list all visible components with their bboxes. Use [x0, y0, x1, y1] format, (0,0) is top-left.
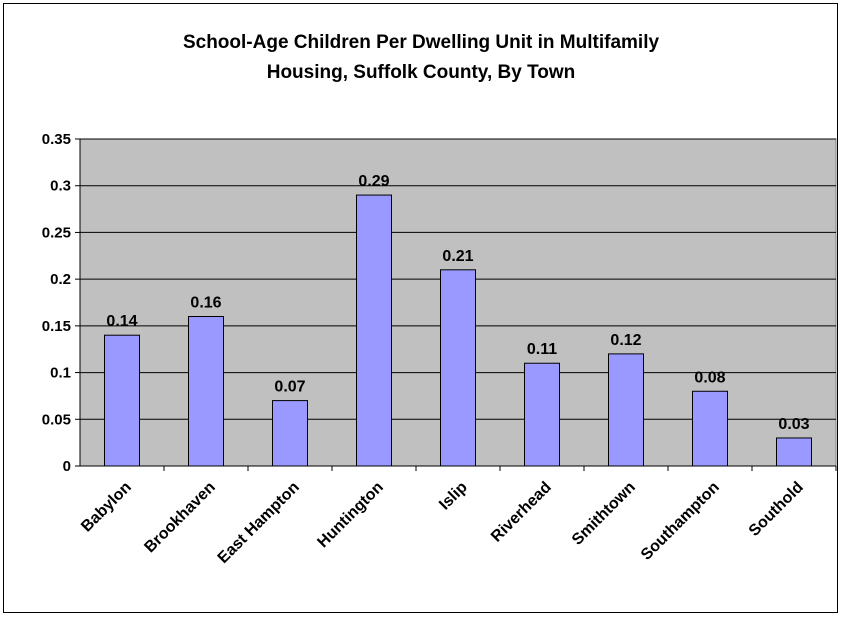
data-label: 0.16: [190, 295, 221, 312]
bar-huntington: [356, 194, 392, 467]
x-category-label: Smithtown: [569, 479, 639, 549]
x-category-label: Brookhaven: [141, 479, 218, 556]
bar-southold: [776, 437, 812, 467]
x-category-label: Huntington: [314, 479, 386, 551]
x-category-label: Islip: [436, 479, 471, 514]
bar-islip: [440, 269, 476, 467]
x-category-label: East Hampton: [215, 479, 303, 567]
x-category-label: Riverhead: [488, 479, 555, 546]
bar-east-hampton: [272, 400, 308, 467]
data-label: 0.29: [358, 173, 389, 190]
chart-frame: School-Age Children Per Dwelling Unit in…: [3, 3, 838, 613]
bar-babylon: [104, 334, 140, 467]
data-labels: 0.14 0.16 0.07 0.29 0.21 0.11 0.12 0.08 0.03: [106, 173, 809, 433]
bar-brookhaven: [188, 316, 224, 467]
chart-title-line-1: School-Age Children Per Dwelling Unit in…: [183, 32, 660, 53]
x-category-label: Babylon: [78, 479, 135, 536]
y-tick-label: 0.25: [42, 224, 71, 241]
chart-title-line-2: Housing, Suffolk County, By Town: [267, 62, 576, 83]
x-category-label: Southold: [746, 479, 807, 540]
x-category-label: Southampton: [638, 479, 723, 564]
bar-chart: School-Age Children Per Dwelling Unit in…: [42, 32, 837, 567]
y-tick-label: 0.35: [42, 131, 71, 148]
bar-southampton: [692, 390, 728, 467]
y-tick-label: 0.15: [42, 318, 71, 335]
bars: [104, 194, 812, 467]
y-tick-label: 0.2: [50, 271, 71, 288]
data-label: 0.03: [778, 416, 809, 433]
data-label: 0.07: [274, 379, 305, 396]
y-tick-label: 0.3: [50, 178, 71, 195]
y-tick-label: 0.05: [42, 411, 71, 428]
data-label: 0.14: [106, 313, 137, 330]
data-label: 0.11: [527, 341, 557, 358]
y-tick-label: 0.1: [50, 365, 71, 382]
bar-riverhead: [524, 362, 560, 467]
y-axis: 0 0.05 0.1 0.15 0.2 0.25 0.3 0.35: [42, 131, 81, 475]
data-label: 0.08: [694, 369, 725, 386]
data-label: 0.21: [442, 248, 473, 265]
y-tick-label: 0: [63, 458, 71, 475]
bar-smithtown: [608, 353, 644, 467]
data-label: 0.12: [610, 332, 641, 349]
